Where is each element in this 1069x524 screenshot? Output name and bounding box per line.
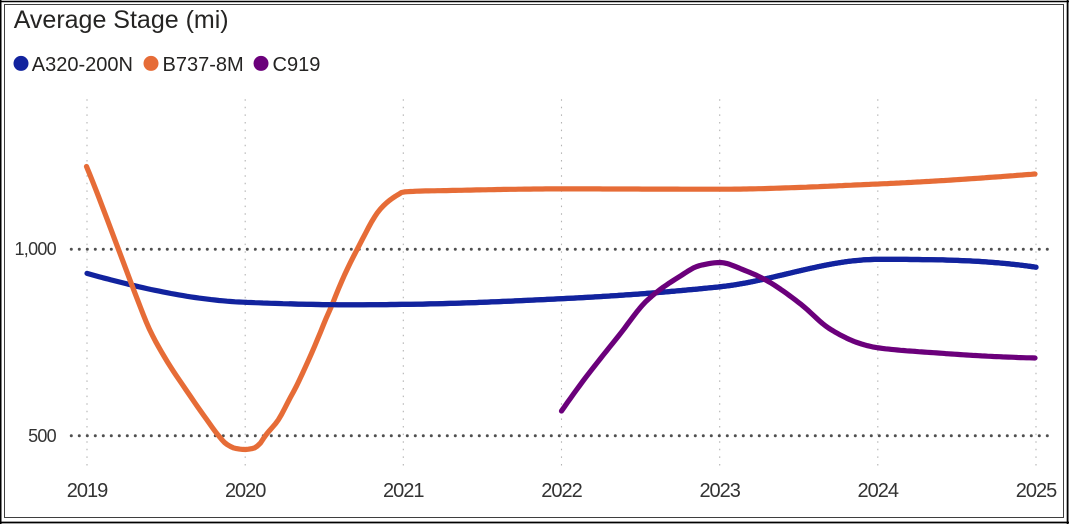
svg-text:A320-200N: A320-200N bbox=[32, 54, 133, 76]
svg-text:Average Stage (mi): Average Stage (mi) bbox=[14, 6, 229, 34]
svg-text:1,000: 1,000 bbox=[14, 239, 56, 259]
svg-text:2021: 2021 bbox=[383, 480, 424, 502]
svg-text:2024: 2024 bbox=[858, 480, 899, 502]
svg-text:2019: 2019 bbox=[67, 480, 108, 502]
svg-text:500: 500 bbox=[28, 426, 57, 446]
svg-text:2025: 2025 bbox=[1016, 480, 1057, 502]
svg-text:2022: 2022 bbox=[541, 480, 582, 502]
svg-text:B737-8M: B737-8M bbox=[163, 54, 244, 76]
svg-text:2023: 2023 bbox=[699, 480, 740, 502]
svg-text:C919: C919 bbox=[273, 54, 321, 76]
svg-text:2020: 2020 bbox=[225, 480, 266, 502]
